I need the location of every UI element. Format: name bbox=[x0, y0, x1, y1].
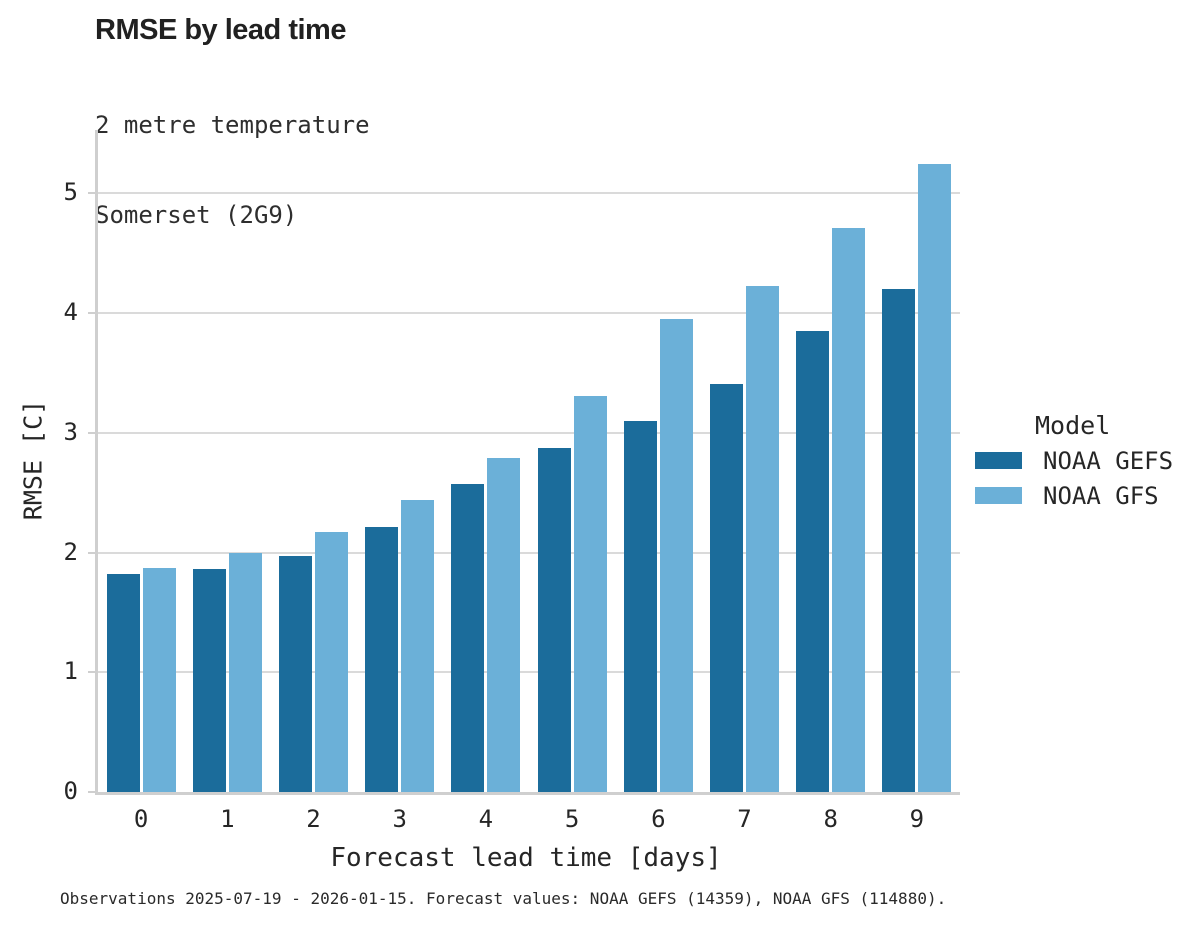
x-tick-label: 2 bbox=[306, 805, 321, 833]
y-tick-mark bbox=[88, 312, 95, 315]
x-tick-label: 7 bbox=[737, 805, 752, 833]
legend: Model NOAA GEFS NOAA GFS bbox=[975, 411, 1173, 522]
bar-noaa-gefs-day-5 bbox=[537, 448, 571, 792]
x-tick-label: 3 bbox=[392, 805, 407, 833]
x-tick-label: 4 bbox=[478, 805, 494, 833]
bar-noaa-gfs-day-7 bbox=[746, 285, 779, 792]
legend-entries: NOAA GEFS NOAA GFS bbox=[975, 447, 1173, 510]
y-tick-label: 3 bbox=[63, 417, 78, 446]
gridline-y-2 bbox=[98, 551, 960, 554]
y-tick-label: 0 bbox=[63, 777, 78, 806]
gridline-y-3 bbox=[98, 431, 960, 434]
x-tick-label: 8 bbox=[823, 805, 838, 833]
x-axis-label: Forecast lead time [days] bbox=[330, 843, 722, 873]
legend-swatch bbox=[975, 452, 1022, 469]
y-axis-label: RMSE [C] bbox=[18, 399, 48, 521]
legend-entry-label: NOAA GFS bbox=[1043, 481, 1159, 510]
y-tick-label: 2 bbox=[63, 537, 78, 566]
bar-noaa-gefs-day-0 bbox=[106, 574, 140, 792]
y-tick-label: 4 bbox=[63, 298, 78, 327]
chart-subtitle-line-2: Somerset (2G9) bbox=[95, 201, 298, 229]
gridline-y-4 bbox=[98, 312, 960, 315]
bar-noaa-gefs-day-6 bbox=[623, 420, 657, 792]
legend-swatch bbox=[975, 487, 1022, 504]
x-tick-label: 1 bbox=[220, 805, 235, 833]
bar-noaa-gefs-day-2 bbox=[279, 556, 312, 792]
bar-noaa-gefs-day-9 bbox=[882, 289, 916, 792]
bar-noaa-gefs-day-7 bbox=[710, 383, 743, 792]
plot-area: 0 1 2 3 4 5 0 1 2 3 4 5 6 7 8 9 bbox=[64, 130, 960, 831]
bar-noaa-gefs-day-3 bbox=[365, 527, 399, 792]
y-tick-mark bbox=[88, 791, 95, 793]
y-tick-mark bbox=[88, 192, 95, 195]
bar-noaa-gfs-day-3 bbox=[401, 499, 435, 792]
bar-noaa-gfs-day-1 bbox=[228, 552, 262, 792]
y-tick-mark bbox=[88, 431, 95, 434]
y-tick-mark bbox=[88, 671, 95, 674]
y-tick-mark bbox=[88, 551, 95, 554]
bar-noaa-gefs-day-4 bbox=[451, 484, 485, 792]
bar-noaa-gfs-day-0 bbox=[142, 568, 176, 792]
legend-entry-noaa-gefs: NOAA GEFS bbox=[975, 447, 1173, 475]
bar-noaa-gfs-day-5 bbox=[573, 395, 607, 792]
bar-noaa-gfs-day-9 bbox=[918, 163, 952, 792]
y-tick-label: 1 bbox=[63, 657, 78, 686]
x-tick-label: 6 bbox=[651, 805, 666, 833]
bar-noaa-gfs-day-8 bbox=[832, 228, 866, 792]
footnote: Observations 2025-07-19 - 2026-01-15. Fo… bbox=[60, 889, 947, 908]
legend-entry-noaa-gfs: NOAA GFS bbox=[975, 482, 1173, 510]
chart-subtitle: 2 metre temperature Somerset (2G9) bbox=[95, 50, 370, 290]
bar-noaa-gfs-day-4 bbox=[487, 458, 521, 792]
chart-title: RMSE by lead time bbox=[95, 14, 346, 46]
legend-title: Model bbox=[1035, 411, 1111, 440]
bar-noaa-gfs-day-6 bbox=[659, 319, 693, 792]
y-tick-label: 5 bbox=[63, 178, 78, 207]
x-tick-label: 0 bbox=[133, 805, 149, 833]
x-tick-label: 9 bbox=[909, 805, 925, 833]
bar-noaa-gfs-day-2 bbox=[315, 532, 348, 792]
gridline-y-5 bbox=[98, 192, 960, 195]
bar-noaa-gefs-day-1 bbox=[192, 569, 226, 792]
legend-entry-label: NOAA GEFS bbox=[1043, 446, 1174, 475]
x-tick-label: 5 bbox=[564, 805, 580, 833]
chart-subtitle-line-1: 2 metre temperature bbox=[95, 111, 370, 139]
gridline-y-1 bbox=[98, 671, 960, 674]
bar-noaa-gefs-day-8 bbox=[796, 331, 830, 792]
